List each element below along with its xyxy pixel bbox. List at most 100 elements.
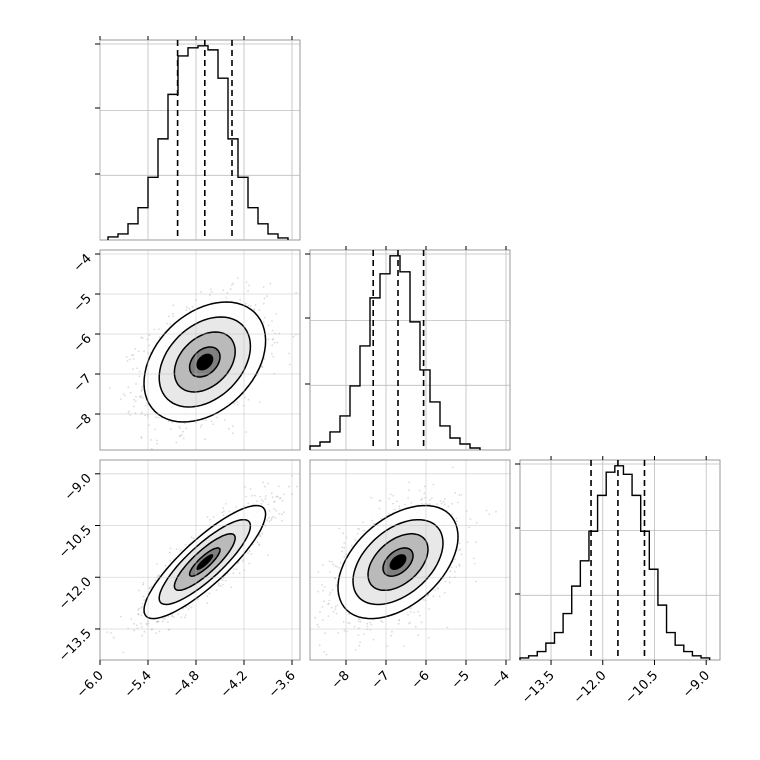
scatter-point xyxy=(417,610,420,613)
scatter-point xyxy=(258,544,261,546)
scatter-point xyxy=(156,563,159,565)
scatter-point xyxy=(324,632,326,635)
x-tick-label: −5 xyxy=(449,668,473,692)
scatter-point xyxy=(263,297,266,299)
scatter-point xyxy=(429,503,431,506)
scatter-point xyxy=(432,483,435,486)
scatter-point xyxy=(343,547,346,549)
scatter-point xyxy=(226,291,229,294)
scatter-point xyxy=(169,547,172,550)
scatter-point xyxy=(197,598,200,601)
scatter-point xyxy=(420,621,423,624)
scatter-point xyxy=(451,513,453,515)
scatter-point xyxy=(409,611,412,613)
scatter-point xyxy=(217,582,220,585)
scatter-point xyxy=(398,619,401,621)
scatter-point xyxy=(321,564,324,566)
scatter-point xyxy=(140,388,143,391)
scatter-point xyxy=(156,442,159,445)
scatter-point xyxy=(247,552,250,554)
scatter-point xyxy=(217,584,220,587)
scatter-point xyxy=(270,352,273,355)
scatter-point xyxy=(231,283,233,286)
scatter-point xyxy=(150,585,153,588)
scatter-point xyxy=(421,497,423,500)
scatter-point xyxy=(134,412,137,414)
scatter-point xyxy=(419,614,421,617)
scatter-point xyxy=(408,607,411,610)
scatter-point xyxy=(429,499,431,501)
panel-frame xyxy=(99,39,301,241)
scatter-point xyxy=(408,489,410,492)
panel-content xyxy=(307,466,497,656)
scatter-point xyxy=(454,558,456,561)
scatter-point xyxy=(262,481,264,484)
panel-frame xyxy=(519,459,721,661)
scatter-point xyxy=(141,603,144,605)
scatter-point xyxy=(128,358,131,361)
scatter-point xyxy=(258,309,261,312)
scatter-point xyxy=(143,599,146,602)
scatter-point xyxy=(157,416,160,419)
contour-line xyxy=(382,547,414,577)
scatter-point xyxy=(256,541,259,543)
scatter-point xyxy=(466,541,469,544)
scatter-point xyxy=(239,298,242,301)
scatter-point xyxy=(232,572,235,575)
scatter-point xyxy=(343,629,346,632)
scatter-point xyxy=(262,500,265,503)
scatter-point xyxy=(451,502,454,505)
scatter-point xyxy=(183,616,186,619)
scatter-point xyxy=(357,634,360,636)
scatter-point xyxy=(366,625,369,628)
scatter-point xyxy=(139,396,142,399)
scatter-point xyxy=(106,631,109,633)
scatter-point xyxy=(273,508,275,510)
contour-line xyxy=(188,547,221,577)
scatter-point xyxy=(233,402,236,405)
scatter-point xyxy=(468,526,471,529)
scatter-point xyxy=(323,600,326,603)
scatter-point xyxy=(418,489,421,492)
scatter-point xyxy=(449,570,452,573)
scatter-point xyxy=(209,288,212,291)
scatter-point xyxy=(270,519,273,521)
scatter-point xyxy=(223,510,225,513)
scatter-point xyxy=(363,529,365,532)
scatter-point xyxy=(267,516,270,519)
contour-line xyxy=(352,518,444,606)
scatter-point xyxy=(342,532,345,535)
scatter-point xyxy=(154,579,157,582)
scatter-point xyxy=(131,354,133,357)
scatter-point xyxy=(158,630,161,633)
histogram-p2 xyxy=(519,465,711,660)
scatter-point xyxy=(307,558,309,560)
scatter-point xyxy=(230,586,233,589)
scatter-point xyxy=(224,579,227,582)
scatter-point xyxy=(184,614,187,616)
scatter-point xyxy=(138,370,141,373)
scatter-point xyxy=(414,625,417,628)
contour-line xyxy=(367,533,429,592)
scatter-point xyxy=(248,562,251,565)
scatter-point xyxy=(444,580,447,583)
density-core xyxy=(196,554,214,570)
scatter-point xyxy=(169,551,171,554)
scatter-point xyxy=(281,499,284,502)
scatter-point xyxy=(458,565,461,567)
scatter-point xyxy=(426,503,429,506)
scatter-point xyxy=(215,589,218,591)
scatter-point xyxy=(185,309,188,311)
scatter-point xyxy=(322,589,324,592)
scatter-point xyxy=(292,335,295,338)
scatter-point xyxy=(132,354,135,356)
scatter-point xyxy=(119,398,122,401)
scatter-point xyxy=(329,591,332,594)
scatter-point xyxy=(120,615,122,618)
scatter-point xyxy=(301,315,303,317)
scatter-point xyxy=(281,513,283,516)
scatter-point xyxy=(141,605,143,608)
scatter-point xyxy=(395,500,398,503)
scatter-point xyxy=(122,651,125,654)
